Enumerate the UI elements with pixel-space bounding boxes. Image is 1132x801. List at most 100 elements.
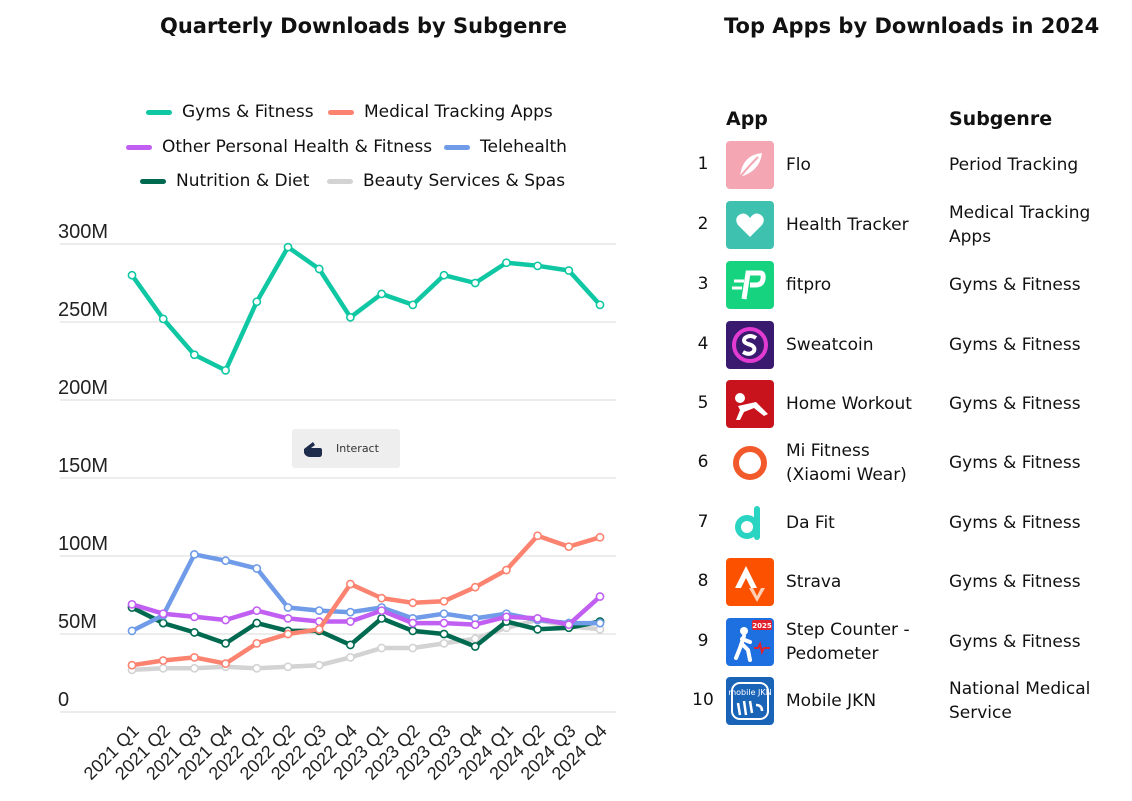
data-point[interactable] [189,350,199,360]
data-point[interactable] [221,615,230,625]
legend-swatch [444,144,470,150]
legend-item-medical-tracking[interactable]: Medical Tracking Apps [328,102,553,122]
data-point[interactable] [533,531,542,541]
data-point[interactable] [470,620,480,630]
data-point[interactable] [408,626,418,636]
data-point[interactable] [501,612,511,622]
data-point[interactable] [439,270,449,280]
data-point[interactable] [252,606,262,615]
data-point[interactable] [283,603,293,612]
data-point[interactable] [345,607,355,617]
series-line-5[interactable] [129,244,603,373]
data-point[interactable] [595,592,605,601]
data-point[interactable] [439,638,449,648]
app-name: Da Fit [786,513,835,533]
data-point[interactable] [377,614,386,623]
data-point[interactable] [470,642,480,651]
y-tick-label: 50M [58,611,97,633]
data-point[interactable] [189,612,199,622]
rank: 5 [697,393,709,413]
data-point[interactable] [564,542,574,552]
data-point[interactable] [252,663,262,673]
rank: 2 [697,214,709,234]
data-point[interactable] [221,365,230,375]
data-point[interactable] [314,606,324,615]
data-point[interactable] [252,638,262,648]
data-point[interactable] [345,312,355,322]
data-point[interactable] [283,614,293,623]
legend-item-other-personal[interactable]: Other Personal Health & Fitness [126,137,432,157]
data-point[interactable] [345,617,355,626]
data-point[interactable] [533,624,542,634]
data-point[interactable] [189,663,199,673]
legend-item-nutrition-diet[interactable]: Nutrition & Diet [140,171,309,191]
mi-fitness-icon [726,439,774,487]
data-point[interactable] [221,659,230,669]
series-line-3[interactable] [129,594,603,627]
legend-item-gyms-fitness[interactable]: Gyms & Fitness [146,102,314,122]
data-point[interactable] [377,289,386,299]
data-point[interactable] [470,278,480,288]
data-point[interactable] [127,660,137,670]
data-point[interactable] [221,556,230,566]
data-point[interactable] [439,629,449,639]
table-row: 1 Flo Period Tracking [690,138,1110,194]
data-point[interactable] [533,261,542,271]
data-point[interactable] [533,614,542,623]
data-point[interactable] [501,258,511,268]
data-point[interactable] [595,618,605,628]
data-point[interactable] [158,663,168,673]
data-point[interactable] [189,550,199,559]
data-point[interactable] [439,596,449,606]
legend-swatch [146,109,172,115]
data-point[interactable] [314,624,324,634]
data-point[interactable] [283,662,293,672]
series-line-4[interactable] [129,533,603,668]
data-point[interactable] [345,579,355,589]
data-point[interactable] [314,264,324,274]
data-point[interactable] [408,618,418,628]
data-point[interactable] [501,565,511,575]
data-point[interactable] [595,300,605,310]
data-point[interactable] [408,598,418,608]
data-point[interactable] [564,266,574,275]
data-point[interactable] [127,599,137,609]
data-point[interactable] [252,297,262,307]
data-point[interactable] [439,609,449,619]
data-point[interactable] [314,660,324,670]
data-point[interactable] [158,314,168,324]
data-point[interactable] [252,564,262,573]
app-name: Health Tracker [786,215,909,235]
data-point[interactable] [189,628,199,637]
data-point[interactable] [283,629,293,639]
data-point[interactable] [377,606,386,615]
data-point[interactable] [345,653,355,662]
data-point[interactable] [283,242,293,252]
rank: 4 [697,334,709,354]
series-line-1[interactable] [129,605,603,649]
data-point[interactable] [595,532,605,542]
data-point[interactable] [127,626,137,636]
data-point[interactable] [439,618,449,628]
data-point[interactable] [221,638,230,648]
interact-button[interactable]: Interact [292,429,400,468]
data-point[interactable] [158,609,168,619]
data-point[interactable] [564,620,574,630]
subgenre: Medical Tracking Apps [949,203,1091,247]
data-point[interactable] [345,640,355,650]
data-point[interactable] [127,270,137,280]
data-point[interactable] [158,656,168,665]
data-point[interactable] [470,582,480,592]
data-point[interactable] [252,618,262,628]
legend-item-beauty-spas[interactable]: Beauty Services & Spas [327,171,565,191]
data-point[interactable] [470,634,480,644]
table-row: 4 Sweatcoin Gyms & Fitness [690,318,1110,374]
data-point[interactable] [189,653,199,662]
data-point[interactable] [408,300,418,310]
data-point[interactable] [377,643,386,653]
table-row: 9 2025 Step Counter - Pedometer Gyms & F… [690,615,1110,671]
data-point[interactable] [377,593,386,603]
data-point[interactable] [408,643,418,653]
data-point[interactable] [158,618,168,628]
legend-item-telehealth[interactable]: Telehealth [444,137,567,157]
